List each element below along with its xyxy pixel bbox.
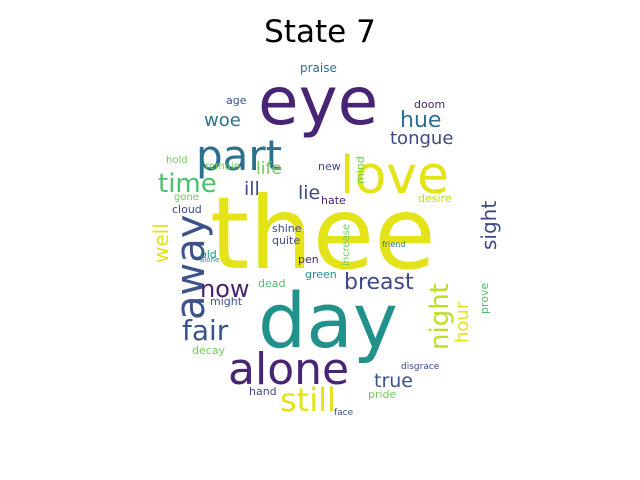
word-might: might bbox=[210, 295, 243, 308]
word-night: night bbox=[425, 283, 455, 350]
word-hold: hold bbox=[166, 155, 188, 166]
word-praise: praise bbox=[300, 61, 337, 75]
word-now: now bbox=[200, 275, 250, 303]
word-eye: eye bbox=[258, 63, 378, 140]
word-hour: hour bbox=[452, 301, 473, 343]
word-pride: pride bbox=[368, 388, 397, 401]
word-shine: shine bbox=[272, 222, 302, 235]
word-away: away bbox=[168, 215, 214, 320]
word-fair: fair bbox=[182, 314, 229, 347]
word-new: new bbox=[318, 160, 341, 173]
word-green: green bbox=[305, 268, 337, 281]
word-gone: gone bbox=[174, 192, 199, 203]
word-hate: hate bbox=[321, 194, 346, 207]
word-friend: friend bbox=[382, 240, 405, 249]
word-alone: alone bbox=[228, 344, 349, 395]
word-true: true bbox=[374, 370, 413, 392]
word-alone: alone bbox=[200, 256, 219, 264]
word-hand: hand bbox=[249, 385, 277, 398]
word-tongue: tongue bbox=[390, 128, 453, 149]
word-ill: ill bbox=[244, 178, 260, 200]
word-dead: dead bbox=[258, 277, 285, 290]
word-decay: decay bbox=[192, 344, 226, 357]
word-part: part bbox=[196, 131, 282, 180]
word-still: still bbox=[280, 381, 336, 419]
word-day: day bbox=[258, 276, 398, 365]
word-life: life bbox=[256, 159, 282, 179]
word-quite: quite bbox=[272, 234, 300, 247]
word-increase: increase bbox=[341, 224, 352, 266]
word-remain: remain bbox=[205, 161, 240, 172]
word-old: old bbox=[200, 248, 217, 261]
word-breast: breast bbox=[344, 270, 414, 295]
word-sight: sight bbox=[477, 201, 501, 250]
word-love: love bbox=[340, 146, 449, 206]
word-age: age bbox=[226, 94, 247, 107]
word-desire: desire bbox=[418, 192, 452, 205]
word-mind: mind bbox=[354, 156, 367, 184]
word-thee: thee bbox=[210, 175, 436, 292]
word-lie: lie bbox=[298, 182, 320, 204]
word-well: well bbox=[149, 223, 173, 263]
chart-title: State 7 bbox=[264, 14, 376, 50]
word-cloud: cloud bbox=[172, 203, 202, 216]
word-woe: woe bbox=[204, 110, 241, 131]
word-time: time bbox=[158, 169, 217, 199]
word-disgrace: disgrace bbox=[401, 362, 440, 372]
word-hue: hue bbox=[400, 108, 441, 133]
word-face: face bbox=[334, 408, 354, 418]
word-doom: doom bbox=[414, 98, 445, 111]
word-prove: prove bbox=[478, 282, 491, 314]
word-pen: pen bbox=[298, 253, 319, 266]
